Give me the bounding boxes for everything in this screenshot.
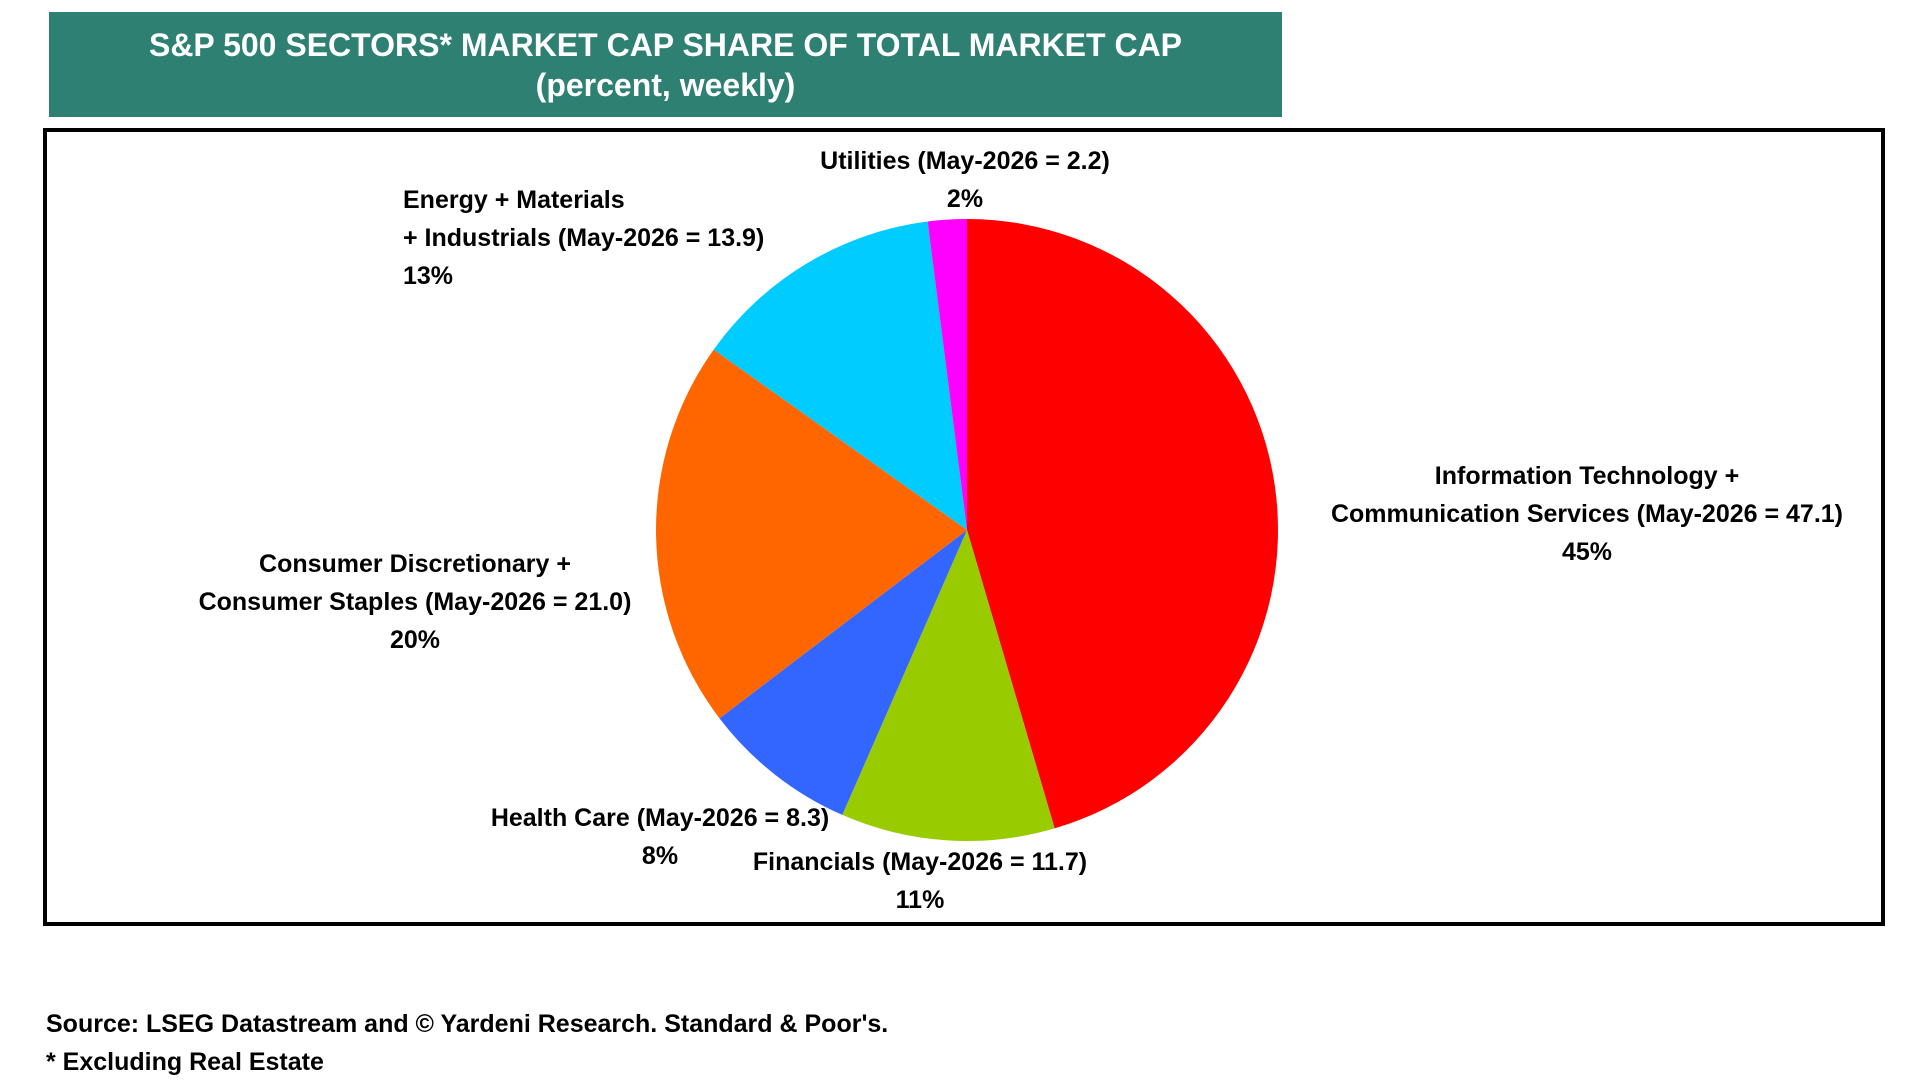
pie-slice — [719, 530, 967, 815]
slice-label-financials: Financials (May-2026 = 11.7) 11% — [720, 843, 1120, 919]
chart-title: S&P 500 SECTORS* MARKET CAP SHARE OF TOT… — [148, 26, 1183, 63]
slice-label-line: Financials (May-2026 = 11.7) — [752, 848, 1088, 876]
chart-title-banner: S&P 500 SECTORS* MARKET CAP SHARE OF TOT… — [49, 12, 1282, 117]
slice-percent: 11% — [895, 886, 945, 914]
slice-label-utilities: Utilities (May-2026 = 2.2) 2% — [765, 142, 1165, 218]
slice-percent: 13% — [403, 262, 454, 290]
pie-slice — [967, 219, 1278, 829]
slice-label-line: + Industrials (May-2026 = 13.9) — [403, 224, 765, 252]
slice-percent: 20% — [389, 626, 441, 654]
slice-label-consumer: Consumer Discretionary + Consumer Staple… — [155, 545, 675, 659]
slice-label-line: Consumer Discretionary + — [259, 550, 571, 578]
slice-label-line: Consumer Staples (May-2026 = 21.0) — [198, 588, 632, 616]
slice-label-health-care: Health Care (May-2026 = 8.3) 8% — [460, 799, 860, 875]
slice-label-energy-materials-industrials: Energy + Materials + Industrials (May-20… — [403, 181, 823, 295]
pie-slice — [713, 221, 967, 530]
slice-percent: 2% — [946, 185, 984, 213]
chart-subtitle: (percent, weekly) — [535, 66, 796, 103]
pie-slice — [842, 530, 1055, 841]
slice-label-line: Information Technology + — [1434, 462, 1740, 490]
slice-percent: 45% — [1561, 538, 1613, 566]
chart-frame — [43, 128, 1885, 926]
pie-slice — [655, 349, 967, 719]
source-note: Source: LSEG Datastream and © Yardeni Re… — [46, 1010, 889, 1038]
footnote: * Excluding Real Estate — [46, 1048, 324, 1076]
chart-footer: Source: LSEG Datastream and © Yardeni Re… — [46, 1005, 888, 1081]
slice-percent: 8% — [641, 842, 679, 870]
slice-label-line: Energy + Materials — [403, 186, 625, 214]
pie-slice — [927, 219, 967, 530]
slice-label-line: Utilities (May-2026 = 2.2) — [820, 147, 1110, 175]
slice-label-line: Communication Services (May-2026 = 47.1) — [1330, 500, 1844, 528]
slice-label-information-technology: Information Technology + Communication S… — [1297, 457, 1877, 571]
slice-label-line: Health Care (May-2026 = 8.3) — [490, 804, 830, 832]
